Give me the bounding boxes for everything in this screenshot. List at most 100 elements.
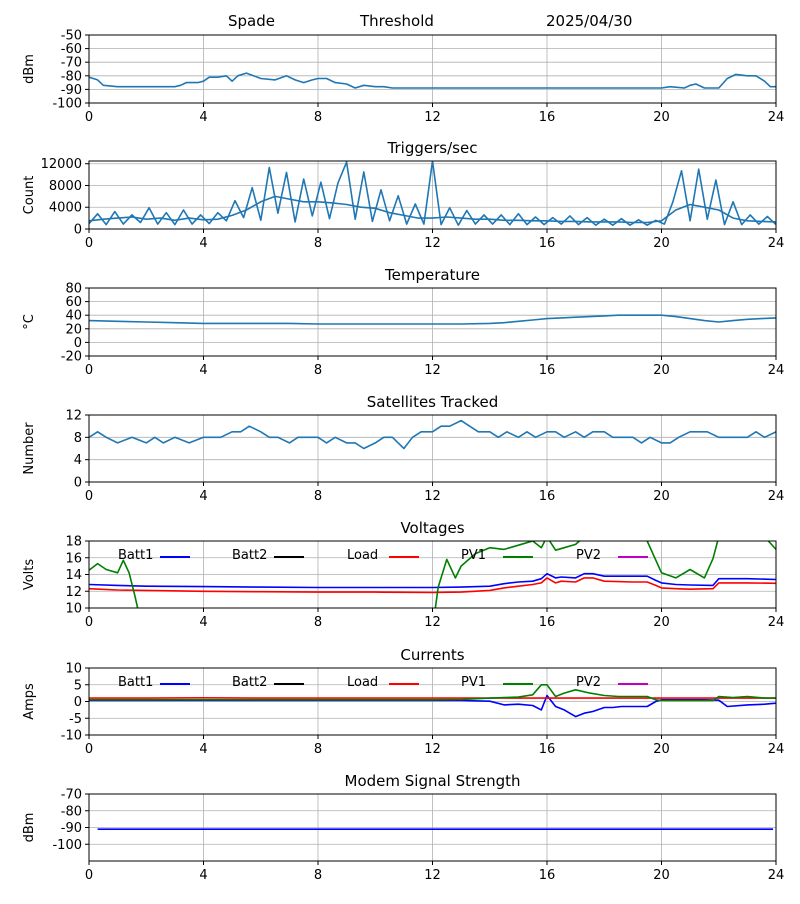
x-tick-label: 20 <box>653 742 670 757</box>
x-tick-label: 4 <box>199 236 207 251</box>
x-tick-label: 20 <box>653 363 670 378</box>
y-tick-label: 10 <box>65 602 82 617</box>
x-tick-label: 16 <box>539 363 556 378</box>
x-tick-label: 0 <box>85 615 93 630</box>
y-tick-label: 0 <box>74 223 82 238</box>
x-tick-label: 24 <box>768 742 785 757</box>
header-station: Spade <box>228 12 275 30</box>
panel-title: Modem Signal Strength <box>345 772 521 790</box>
y-tick-label: -20 <box>61 350 82 365</box>
y-tick-label: -50 <box>61 29 82 44</box>
y-axis-label: Amps <box>22 683 37 720</box>
y-axis-label: dBm <box>22 54 37 84</box>
y-axis-label: dBm <box>22 813 37 843</box>
panel-title: Triggers/sec <box>387 139 478 157</box>
header-date: 2025/04/30 <box>546 12 632 30</box>
y-axis-label: °C <box>22 314 37 330</box>
y-tick-label: 20 <box>65 322 82 337</box>
x-tick-label: 4 <box>199 742 207 757</box>
y-axis-label: Number <box>22 422 37 475</box>
y-tick-label: 8 <box>74 431 82 446</box>
x-tick-label: 16 <box>539 742 556 757</box>
x-tick-label: 4 <box>199 110 207 125</box>
y-tick-label: 5 <box>74 678 82 693</box>
x-tick-label: 4 <box>199 363 207 378</box>
x-tick-label: 4 <box>199 615 207 630</box>
x-tick-label: 20 <box>653 615 670 630</box>
y-tick-label: -90 <box>61 821 82 836</box>
x-tick-label: 8 <box>314 615 322 630</box>
x-tick-label: 8 <box>314 236 322 251</box>
y-tick-label: 60 <box>65 295 82 310</box>
y-tick-label: 8000 <box>49 179 82 194</box>
x-tick-label: 0 <box>85 110 93 125</box>
y-tick-label: -70 <box>61 788 82 803</box>
x-tick-label: 4 <box>199 868 207 883</box>
x-tick-label: 8 <box>314 489 322 504</box>
x-tick-label: 24 <box>768 363 785 378</box>
x-tick-label: 20 <box>653 868 670 883</box>
y-tick-label: 18 <box>65 535 82 550</box>
y-tick-label: 16 <box>65 551 82 566</box>
x-tick-label: 0 <box>85 236 93 251</box>
y-tick-label: 0 <box>74 695 82 710</box>
y-tick-label: 14 <box>65 568 82 583</box>
y-tick-label: 12 <box>65 409 82 424</box>
x-tick-label: 12 <box>424 489 441 504</box>
legend-label-batt2: Batt2 <box>232 548 267 563</box>
legend-label-pv1: PV1 <box>461 548 486 563</box>
x-tick-label: 0 <box>85 868 93 883</box>
x-tick-label: 16 <box>539 615 556 630</box>
x-tick-label: 24 <box>768 236 785 251</box>
x-tick-label: 12 <box>424 110 441 125</box>
y-tick-label: -90 <box>61 83 82 98</box>
x-tick-label: 12 <box>424 363 441 378</box>
x-tick-label: 0 <box>85 742 93 757</box>
x-tick-label: 16 <box>539 236 556 251</box>
legend-label-pv1: PV1 <box>461 675 486 690</box>
x-tick-label: 24 <box>768 615 785 630</box>
y-tick-label: -10 <box>61 729 82 744</box>
legend-label-batt2: Batt2 <box>232 675 267 690</box>
y-tick-label: 12 <box>65 585 82 600</box>
y-tick-label: -70 <box>61 56 82 71</box>
panel-title: Temperature <box>384 266 480 284</box>
x-tick-label: 16 <box>539 110 556 125</box>
legend-label-load: Load <box>347 675 378 690</box>
y-tick-label: -100 <box>52 838 82 853</box>
x-tick-label: 20 <box>653 236 670 251</box>
y-tick-label: -5 <box>69 712 82 727</box>
x-tick-label: 24 <box>768 110 785 125</box>
x-tick-label: 4 <box>199 489 207 504</box>
legend-label-pv2: PV2 <box>576 548 601 563</box>
x-tick-label: 12 <box>424 236 441 251</box>
y-tick-label: -100 <box>52 97 82 112</box>
y-tick-label: -60 <box>61 42 82 57</box>
panel-title: Voltages <box>400 519 464 537</box>
x-tick-label: 8 <box>314 868 322 883</box>
x-tick-label: 20 <box>653 110 670 125</box>
panel-title: Satellites Tracked <box>367 393 498 411</box>
x-tick-label: 16 <box>539 489 556 504</box>
y-tick-label: 80 <box>65 282 82 297</box>
x-tick-label: 24 <box>768 868 785 883</box>
x-tick-label: 8 <box>314 110 322 125</box>
x-tick-label: 12 <box>424 615 441 630</box>
x-tick-label: 12 <box>424 868 441 883</box>
y-tick-label: 4 <box>74 453 82 468</box>
x-tick-label: 24 <box>768 489 785 504</box>
x-tick-label: 0 <box>85 489 93 504</box>
y-tick-label: -80 <box>61 804 82 819</box>
x-tick-label: 16 <box>539 868 556 883</box>
x-tick-label: 12 <box>424 742 441 757</box>
legend-label-batt1: Batt1 <box>118 675 153 690</box>
y-tick-label: 4000 <box>49 201 82 216</box>
y-tick-label: 0 <box>74 336 82 351</box>
panel-title: Currents <box>400 646 464 664</box>
x-tick-label: 8 <box>314 363 322 378</box>
y-axis-label: Volts <box>22 559 37 591</box>
y-tick-label: 12000 <box>41 157 82 172</box>
legend-label-load: Load <box>347 548 378 563</box>
header-mode: Threshold <box>360 12 434 30</box>
